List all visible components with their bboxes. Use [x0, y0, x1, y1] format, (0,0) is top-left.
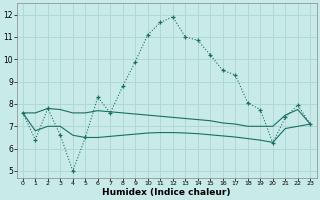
- X-axis label: Humidex (Indice chaleur): Humidex (Indice chaleur): [102, 188, 231, 197]
